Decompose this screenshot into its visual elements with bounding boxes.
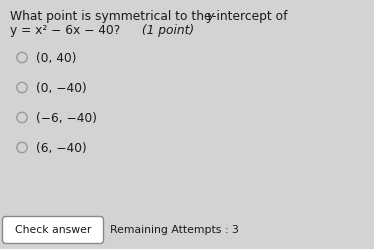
Text: What point is symmetrical to the: What point is symmetrical to the xyxy=(10,10,215,23)
Text: (6, −40): (6, −40) xyxy=(36,142,87,155)
Text: -intercept of: -intercept of xyxy=(212,10,288,23)
Text: Remaining Attempts : 3: Remaining Attempts : 3 xyxy=(110,225,239,235)
Text: (−6, −40): (−6, −40) xyxy=(36,112,97,125)
Text: (0, −40): (0, −40) xyxy=(36,82,87,95)
Text: y = x² − 6x − 40?: y = x² − 6x − 40? xyxy=(10,24,120,37)
Text: Check answer: Check answer xyxy=(15,225,91,235)
Text: (0, 40): (0, 40) xyxy=(36,52,77,65)
Text: y: y xyxy=(206,10,213,23)
Text: (1 point): (1 point) xyxy=(138,24,194,37)
FancyBboxPatch shape xyxy=(3,216,104,244)
